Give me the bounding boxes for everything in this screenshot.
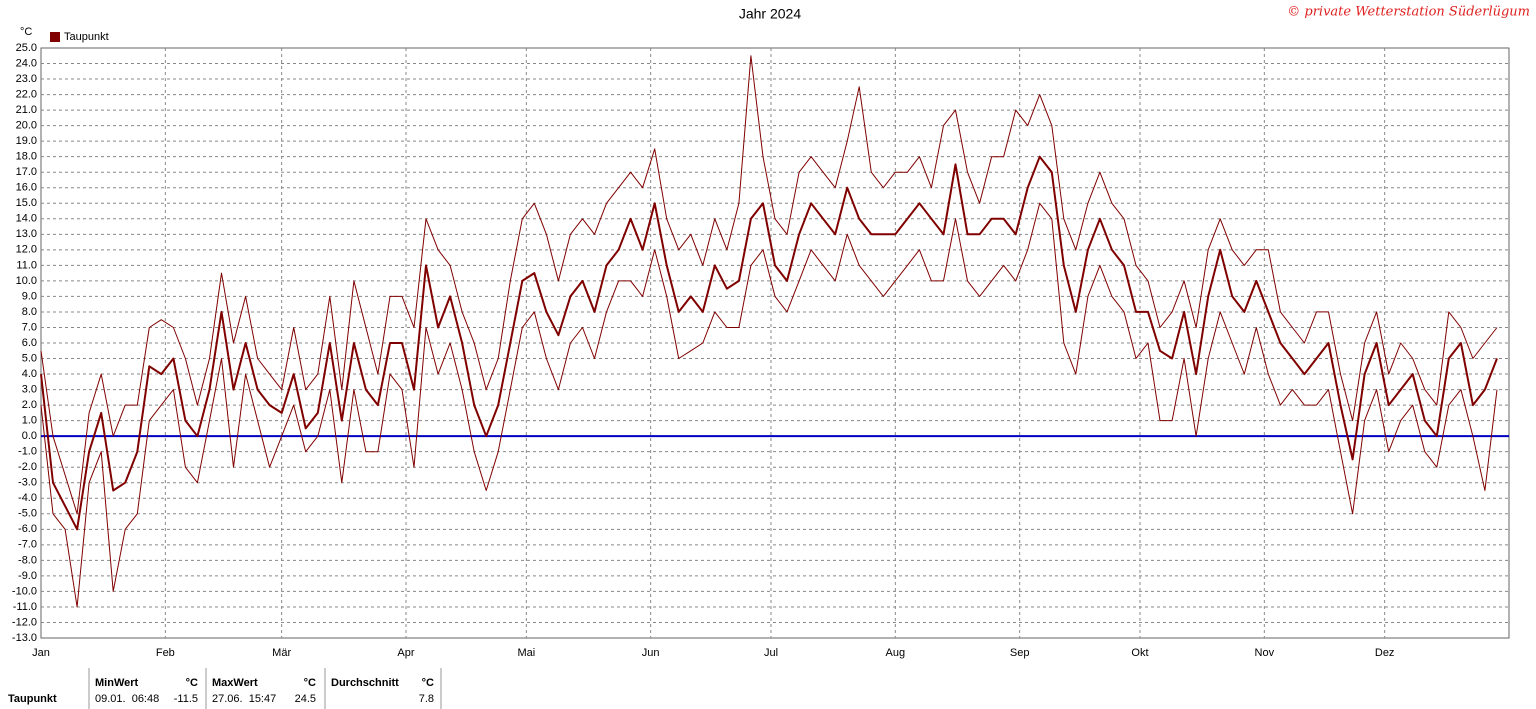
y-tick-label: 7.0 [22,321,37,333]
x-tick-label: Dez [1375,647,1395,659]
y-tick-label: -6.0 [18,523,37,535]
y-tick-label: -3.0 [18,477,37,489]
y-tick-label: 16.0 [16,182,37,194]
y-tick-label: -4.0 [18,492,37,504]
table-header: °C [422,677,434,689]
x-tick-label: Mär [272,647,291,659]
series-line [40,55,1498,515]
legend-label: Taupunkt [64,31,109,43]
y-tick-label: -1.0 [18,446,37,458]
y-tick-label: 19.0 [16,135,37,147]
y-tick-label: 4.0 [22,368,37,380]
x-tick-label: Jul [764,647,778,659]
x-tick-label: Sep [1010,647,1030,659]
y-tick-label: -10.0 [12,585,37,597]
x-tick-label: Jan [32,647,50,659]
x-tick-label: Aug [886,647,906,659]
table-cell: -11.5 [174,693,198,705]
y-tick-label: 5.0 [22,352,37,364]
x-tick-label: Nov [1255,647,1275,659]
y-tick-label: -5.0 [18,508,37,520]
y-tick-label: 3.0 [22,383,37,395]
table-row-label: Taupunkt [8,693,57,705]
table-cell: 27.06. 15:47 [212,693,276,705]
y-tick-label: -13.0 [12,632,37,644]
y-tick-label: 11.0 [16,259,37,271]
x-tick-label: Feb [156,647,175,659]
y-tick-label: 6.0 [22,337,37,349]
y-tick-label: 22.0 [16,88,37,100]
table-cell: 7.8 [419,693,434,705]
legend-swatch [50,32,60,42]
series-line [40,202,1498,608]
y-tick-label: -9.0 [18,570,37,582]
table-header: MaxWert [212,677,258,689]
table-cell: 09.01. 06:48 [95,693,159,705]
series-line [40,155,1498,531]
table-cell: 24.5 [295,693,316,705]
y-tick-label: 9.0 [22,290,37,302]
y-tick-label: -7.0 [18,539,37,551]
y-tick-label: 2.0 [22,399,37,411]
y-tick-label: 18.0 [16,151,37,163]
table-header: °C [186,677,198,689]
y-tick-label: 24.0 [16,57,37,69]
x-tick-label: Jun [642,647,660,659]
y-tick-label: -11.0 [13,601,37,613]
y-tick-label: -2.0 [18,461,37,473]
y-tick-label: 15.0 [16,197,37,209]
chart-title: Jahr 2024 [739,6,801,22]
x-tick-label: Mai [517,647,535,659]
y-tick-label: 10.0 [16,275,37,287]
table-header: Durchschnitt [331,677,399,689]
y-tick-label: 8.0 [22,306,37,318]
y-tick-label: 17.0 [16,166,37,178]
x-tick-label: Okt [1131,647,1148,659]
y-tick-label: 14.0 [16,213,37,225]
y-tick-label: -12.0 [12,616,37,628]
table-header: °C [304,677,316,689]
y-axis-label: °C [20,26,32,38]
credit: © private Wetterstation Süderlügum [1287,5,1530,20]
stats-table: MinWert °C MaxWert °C Durchschnitt °C Ta… [8,668,442,709]
y-tick-label: 25.0 [16,42,37,54]
table-header: MinWert [95,677,139,689]
y-tick-label: 0.0 [22,430,37,442]
y-tick-label: 1.0 [22,415,37,427]
y-tick-label: 12.0 [16,244,37,256]
y-tick-label: 23.0 [16,73,37,85]
y-tick-label: 13.0 [16,228,37,240]
y-tick-label: 20.0 [16,120,37,132]
y-tick-label: -8.0 [18,554,37,566]
x-tick-label: Apr [397,647,414,659]
y-tick-label: 21.0 [16,104,37,116]
